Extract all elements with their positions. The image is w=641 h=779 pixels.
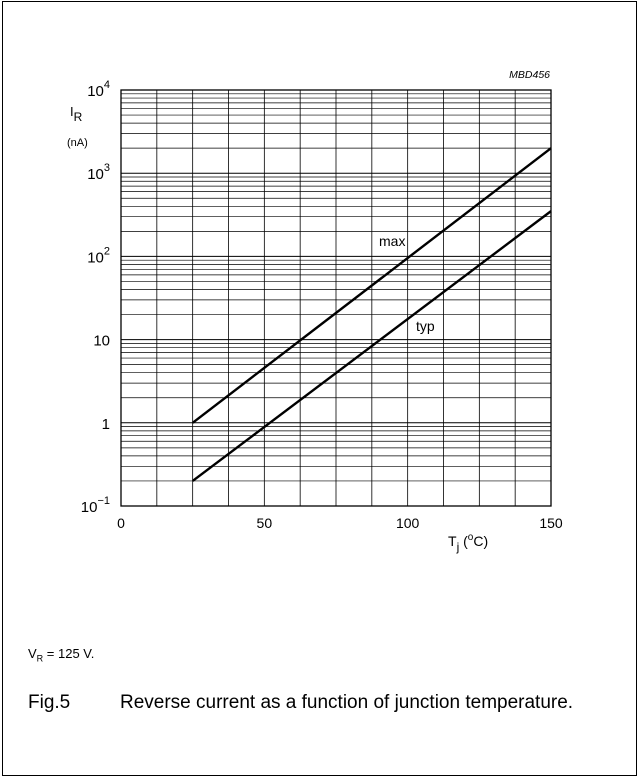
y-tick-labels: 10−1 1 10 102 103 104 xyxy=(81,79,110,516)
y-axis-unit: (nA) xyxy=(67,137,88,149)
chart: max typ 10−1 1 10 102 103 104 0 50 100 150 MBD456… xyxy=(67,69,563,554)
figure-caption-text: Reverse current as a function of junctio… xyxy=(120,692,574,713)
y-tick-label: 1 xyxy=(102,416,110,433)
test-conditions: VR = 125 V. xyxy=(28,646,95,664)
series-line-typ xyxy=(191,210,552,482)
y-tick-label: 104 xyxy=(87,79,110,100)
x-tick-labels: 0 50 100 150 xyxy=(117,515,563,531)
series-label-max: max xyxy=(379,233,405,249)
x-tick-label: 100 xyxy=(396,515,420,531)
figure-code: MBD456 xyxy=(509,69,550,81)
x-tick-label: 0 xyxy=(117,515,125,531)
x-tick-label: 150 xyxy=(539,515,563,531)
y-tick-label: 10 xyxy=(93,333,110,350)
grid xyxy=(121,90,551,506)
series-group: max typ xyxy=(191,147,552,482)
figure-number: Fig.5 xyxy=(28,692,71,713)
x-tick-label: 50 xyxy=(257,515,273,531)
x-axis-label: Tj (oC) xyxy=(448,532,488,554)
y-tick-label: 10−1 xyxy=(81,495,110,516)
y-tick-label: 103 xyxy=(87,162,110,183)
series-label-typ: typ xyxy=(416,318,435,334)
series-line-max xyxy=(191,147,552,424)
plot-border xyxy=(120,89,552,507)
y-tick-label: 102 xyxy=(87,245,110,266)
y-axis-label: IR xyxy=(70,104,83,124)
